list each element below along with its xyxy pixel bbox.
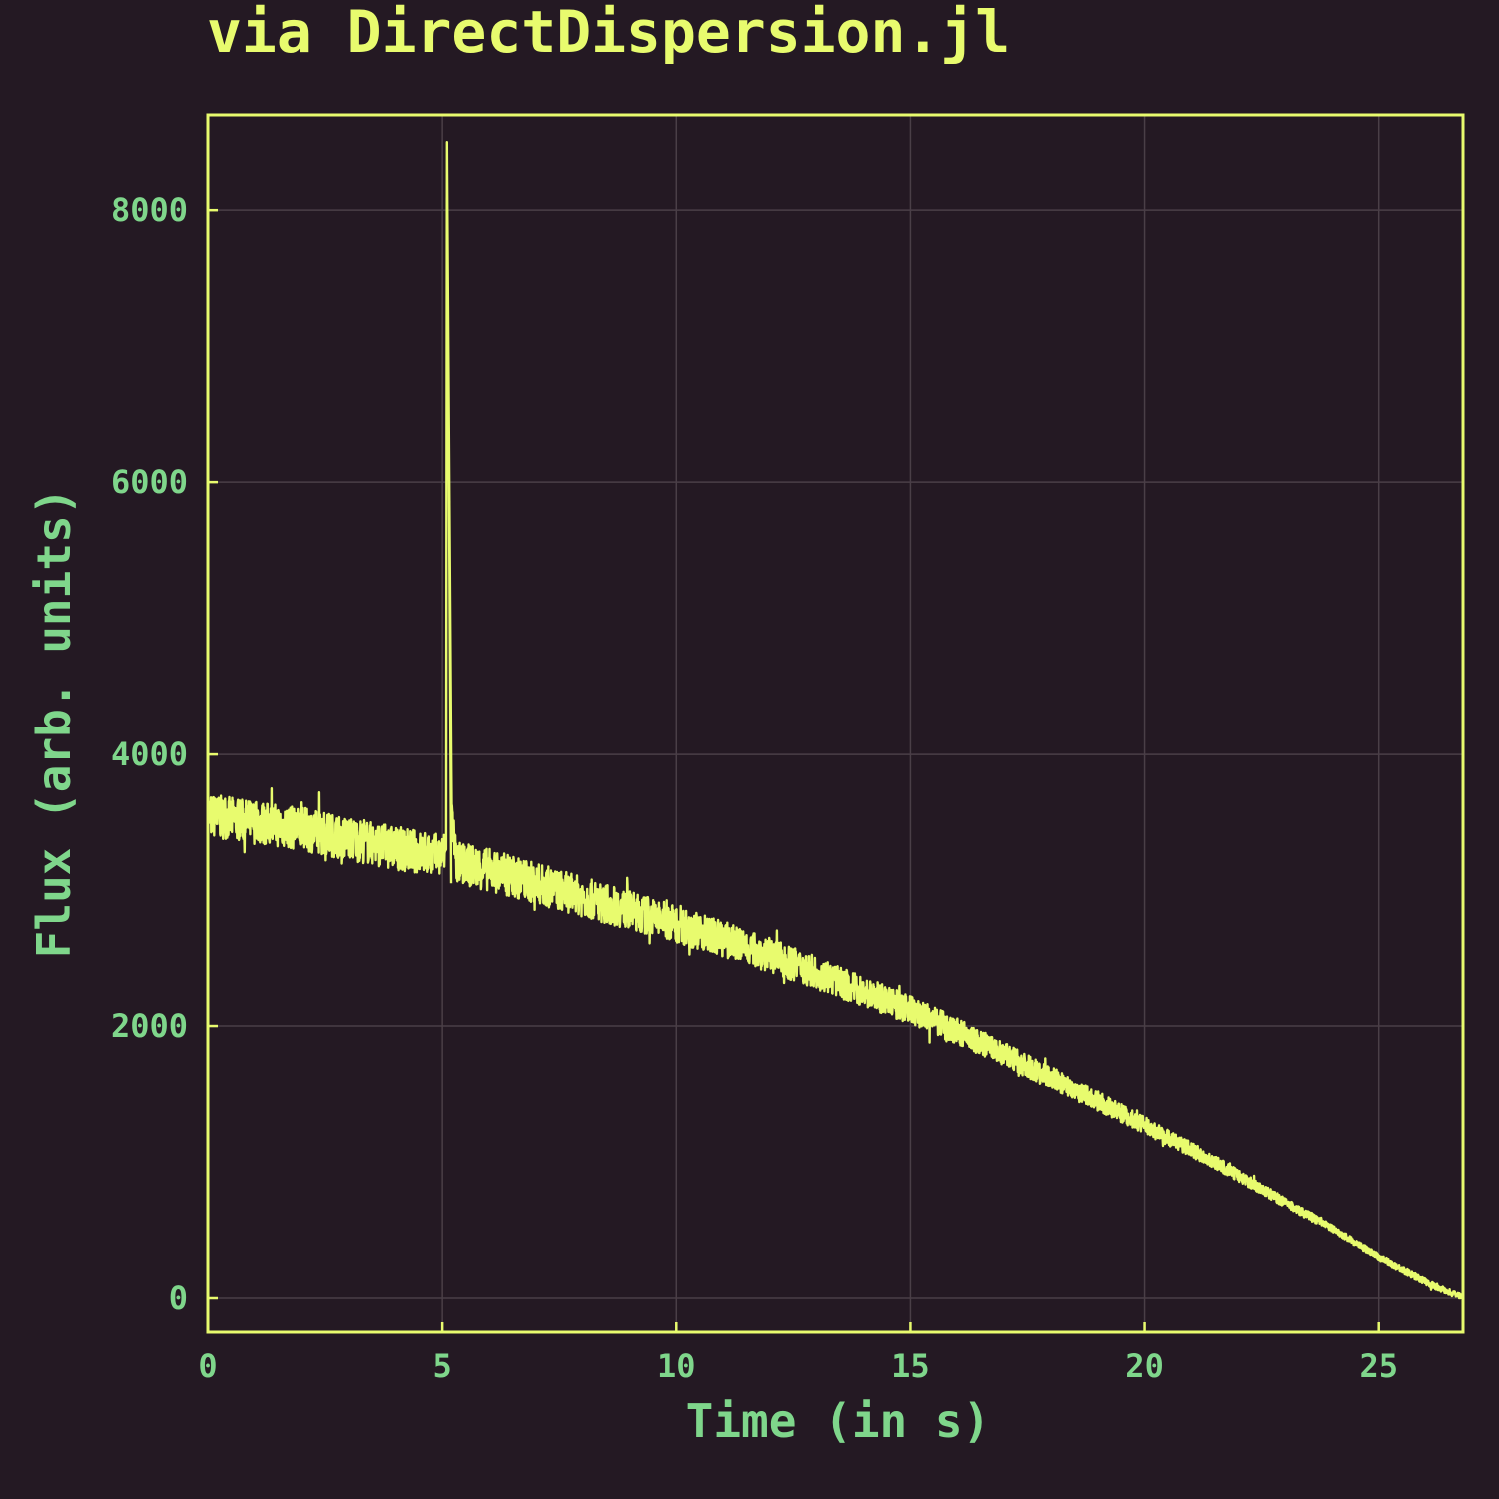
flux-series-line [206,141,1464,1300]
chart-title: via DirectDispersion.jl [207,0,1010,66]
x-tick-label: 20 [1125,1347,1164,1385]
y-axis-label: Flux (arb. units) [27,488,81,959]
grid [207,115,1463,1332]
x-tick-label: 5 [433,1347,452,1385]
y-tick-label: 0 [169,1279,188,1317]
x-tick-label: 10 [657,1347,696,1385]
y-tick-label: 2000 [111,1007,188,1045]
plot-frame [206,113,1465,1334]
y-tick-label: 8000 [111,191,188,229]
x-axis-label: Time (in s) [686,1394,991,1448]
y-tick-label: 4000 [111,735,188,773]
x-tick-label: 0 [198,1347,217,1385]
x-tick-label: 25 [1359,1347,1398,1385]
series-group [206,141,1464,1300]
x-tick-label: 15 [891,1347,930,1385]
axis-ticks: 0 5 10 15 20 25 0 2000 4000 6000 8000 [111,191,1398,1385]
y-tick-label: 6000 [111,463,188,501]
